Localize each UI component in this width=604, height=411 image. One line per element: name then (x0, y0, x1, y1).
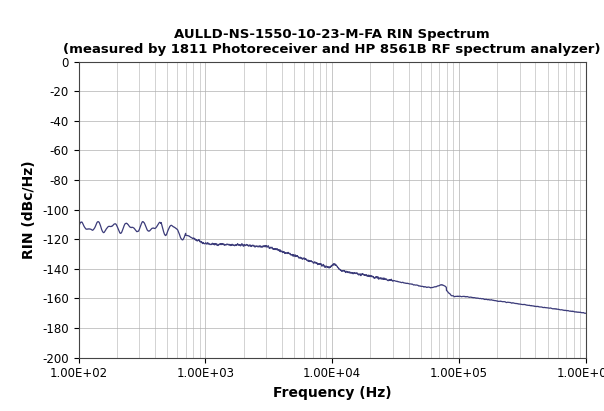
X-axis label: Frequency (Hz): Frequency (Hz) (273, 386, 391, 400)
Y-axis label: RIN (dBc/Hz): RIN (dBc/Hz) (22, 160, 36, 259)
Title: AULLD-NS-1550-10-23-M-FA RIN Spectrum
(measured by 1811 Photoreceiver and HP 856: AULLD-NS-1550-10-23-M-FA RIN Spectrum (m… (63, 28, 601, 56)
